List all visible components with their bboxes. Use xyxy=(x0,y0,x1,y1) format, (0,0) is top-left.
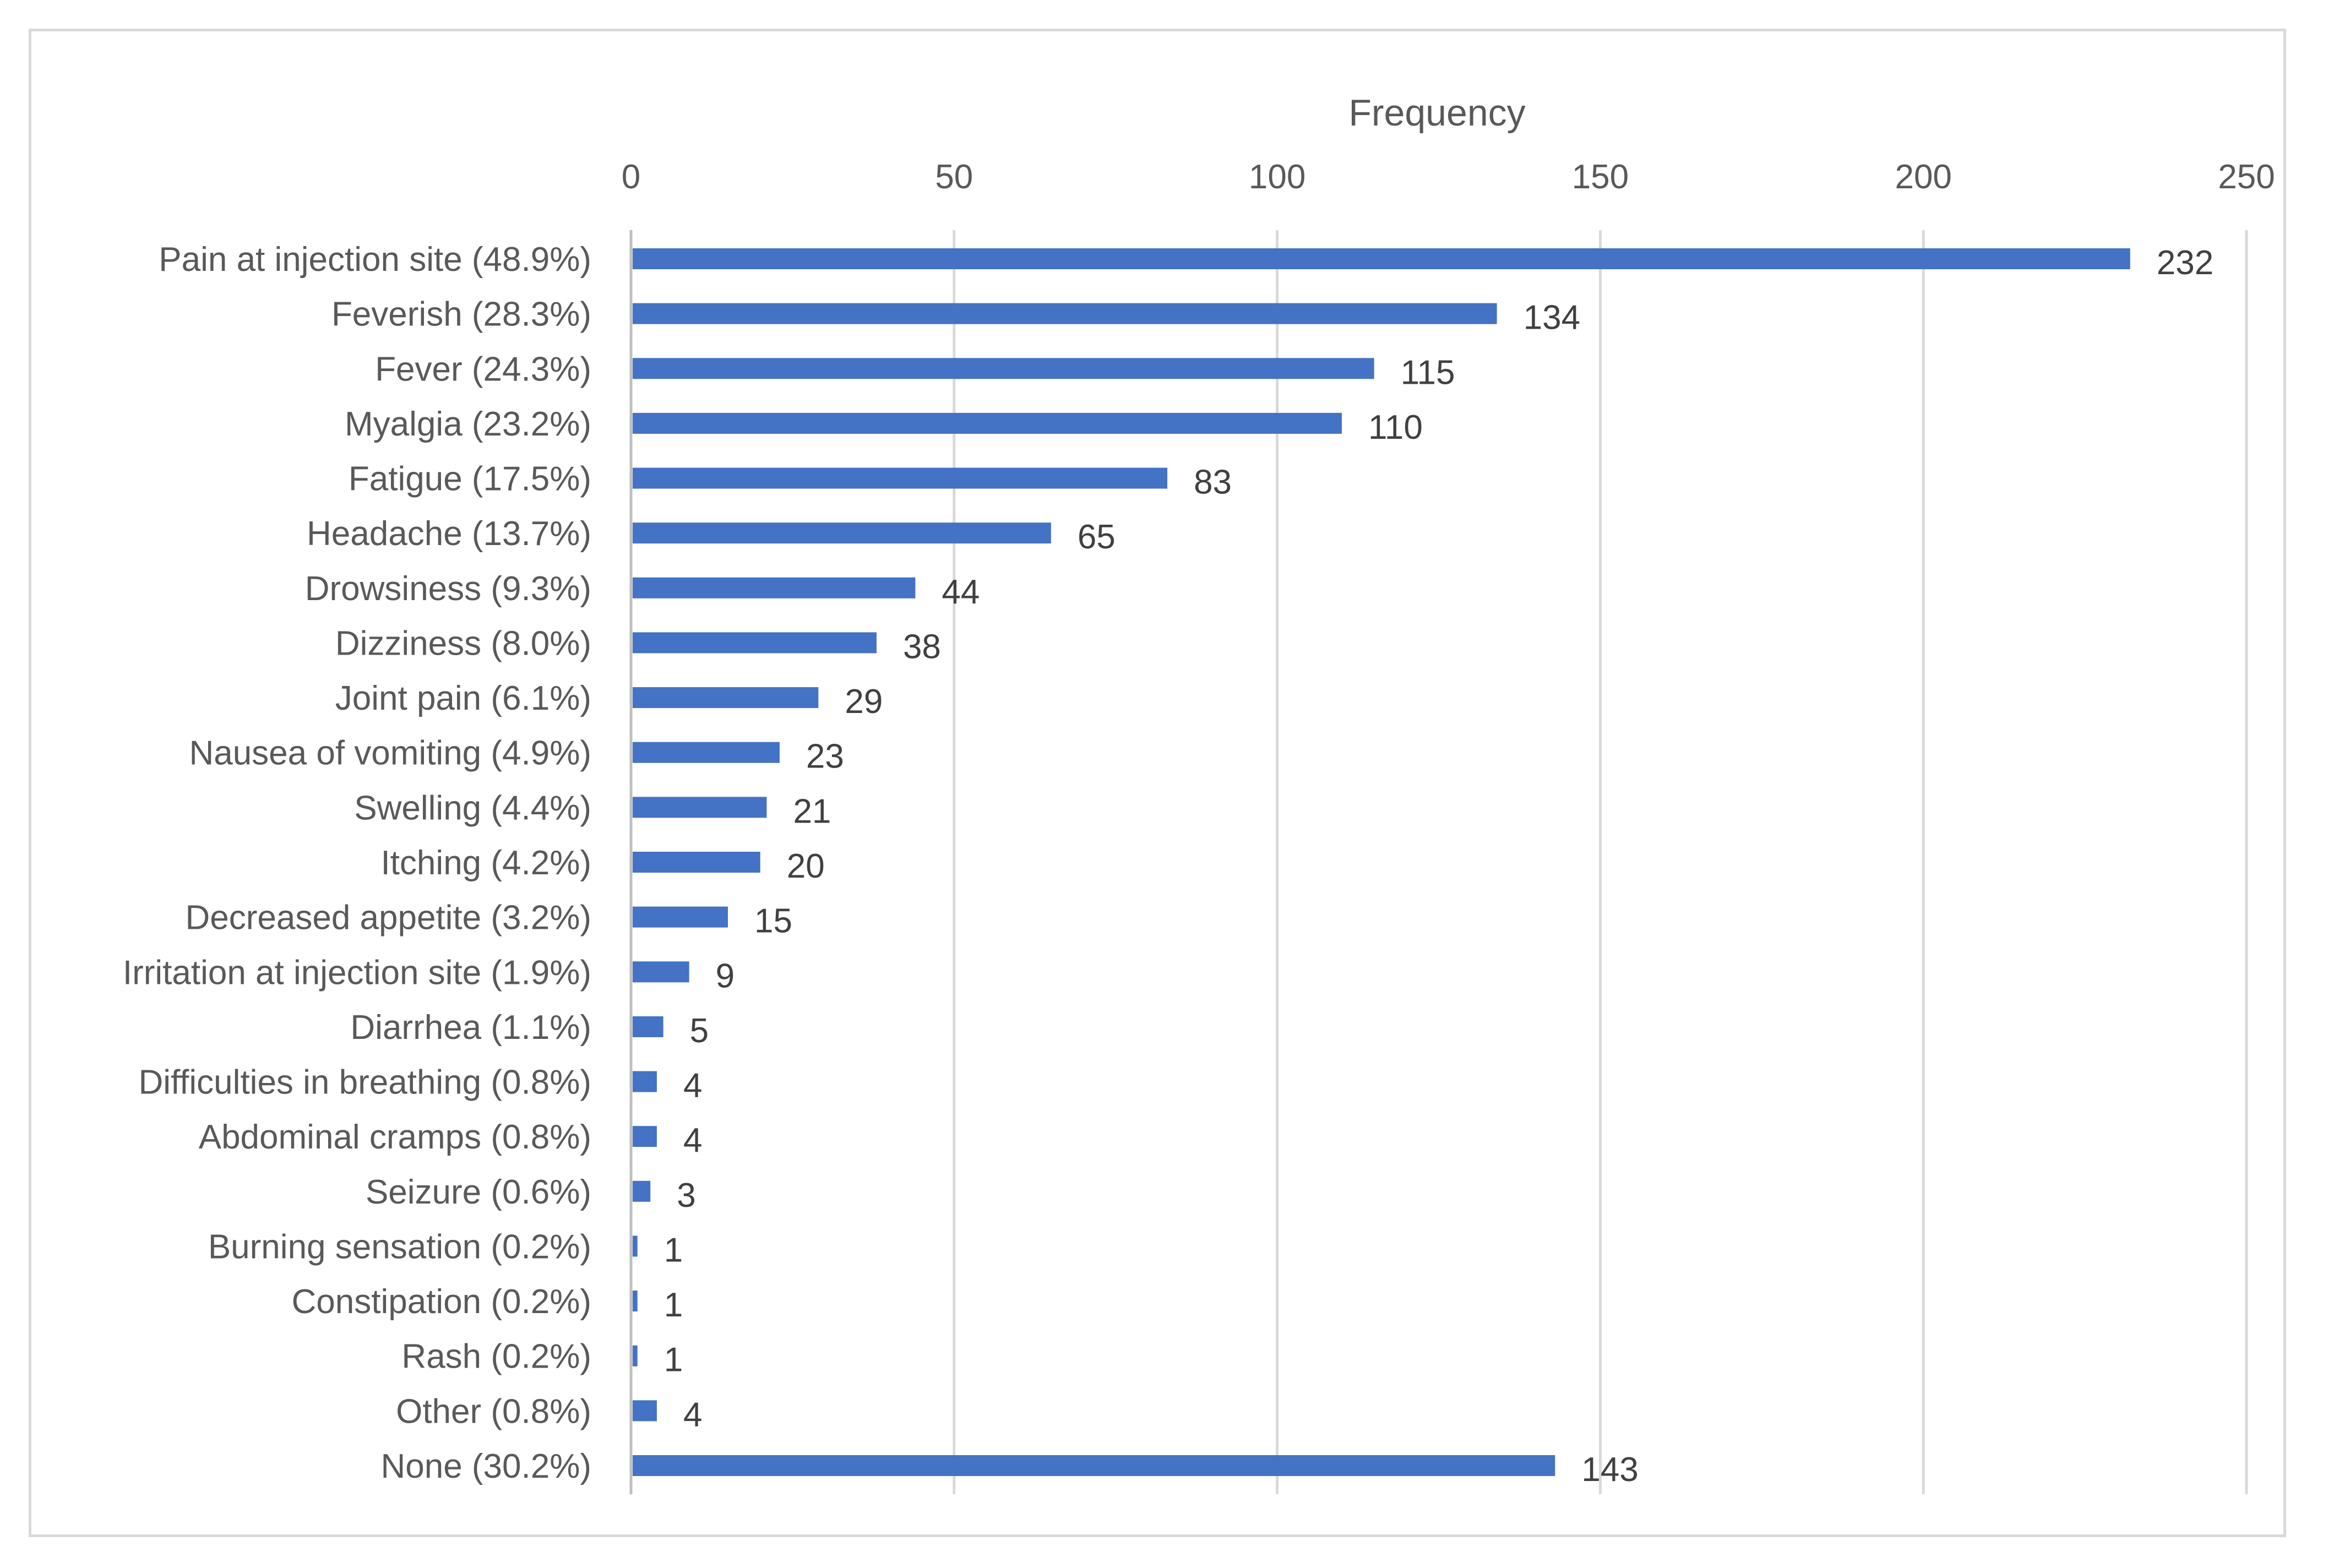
bar xyxy=(633,1016,663,1037)
category-label: Seizure (0.6%) xyxy=(366,1173,591,1211)
bar xyxy=(633,906,728,928)
category-label: Fever (24.3%) xyxy=(375,350,591,388)
x-tick-label: 150 xyxy=(1572,158,1629,196)
data-label: 20 xyxy=(787,847,825,885)
bar xyxy=(633,1400,657,1422)
bar xyxy=(633,742,780,763)
category-label: Rash (0.2%) xyxy=(401,1338,591,1376)
x-tick-label: 100 xyxy=(1249,158,1305,196)
data-label: 21 xyxy=(793,792,831,830)
data-label: 143 xyxy=(1581,1451,1638,1489)
gridlines xyxy=(629,230,2248,1494)
bar xyxy=(633,358,1374,379)
data-label: 1 xyxy=(664,1286,683,1324)
bar xyxy=(633,1235,638,1257)
x-tick-label: 250 xyxy=(2218,158,2275,196)
data-label: 9 xyxy=(716,957,735,995)
x-tick-label: 50 xyxy=(935,158,973,196)
data-label: 5 xyxy=(690,1012,709,1050)
category-label: Swelling (4.4%) xyxy=(354,789,591,827)
data-label: 4 xyxy=(683,1067,702,1105)
bar xyxy=(633,797,767,818)
bar xyxy=(633,1071,657,1092)
data-labels: 2321341151108365443829232120159544311141… xyxy=(664,244,2213,1489)
category-label: Nausea of vomiting (4.9%) xyxy=(189,734,591,772)
bar xyxy=(633,1455,1555,1476)
bar xyxy=(633,522,1051,544)
data-label: 134 xyxy=(1524,299,1580,337)
x-axis-title: Frequency xyxy=(1348,92,1525,134)
category-label: Decreased appetite (3.2%) xyxy=(185,899,591,937)
category-label: Drowsiness (9.3%) xyxy=(305,570,591,608)
category-label: Itching (4.2%) xyxy=(380,844,591,882)
category-label: Burning sensation (0.2%) xyxy=(208,1228,591,1266)
data-label: 4 xyxy=(683,1121,702,1159)
bar xyxy=(633,687,819,709)
data-label: 23 xyxy=(806,738,844,776)
bar xyxy=(633,1180,651,1202)
category-label: Irritation at injection site (1.9%) xyxy=(123,954,591,992)
data-label: 65 xyxy=(1078,518,1116,556)
category-label: Constipation (0.2%) xyxy=(292,1283,592,1321)
bar xyxy=(633,412,1342,434)
category-label: Abdominal cramps (0.8%) xyxy=(199,1118,591,1156)
category-label: Other (0.8%) xyxy=(396,1392,591,1430)
data-label: 232 xyxy=(2157,244,2213,282)
category-label: Diarrhea (1.1%) xyxy=(350,1009,591,1047)
bar xyxy=(633,961,689,983)
chart-area xyxy=(29,29,2286,1537)
category-label: Fatigue (17.5%) xyxy=(349,460,591,498)
bar xyxy=(633,303,1497,324)
data-label: 110 xyxy=(1368,409,1423,447)
category-label: Feverish (28.3%) xyxy=(331,296,591,334)
category-label: Myalgia (23.2%) xyxy=(345,405,591,443)
data-label: 1 xyxy=(664,1341,683,1379)
category-label: None (30.2%) xyxy=(380,1447,591,1485)
bar xyxy=(633,577,916,598)
bar xyxy=(633,1291,638,1312)
data-label: 38 xyxy=(903,628,941,666)
bar xyxy=(633,852,760,873)
x-tick-label: 200 xyxy=(1895,158,1951,196)
category-labels: Pain at injection site (48.9%) Feverish (… xyxy=(123,241,591,1485)
category-label: Pain at injection site (48.9%) xyxy=(159,241,591,279)
data-label: 15 xyxy=(754,902,792,940)
x-axis-ticks: 0 50 100 150 200 250 xyxy=(622,158,2275,196)
data-label: 3 xyxy=(677,1177,695,1215)
bar xyxy=(633,248,2130,269)
data-label: 83 xyxy=(1194,464,1232,502)
bars xyxy=(633,248,2130,1476)
x-tick-label: 0 xyxy=(622,158,640,196)
category-label: Joint pain (6.1%) xyxy=(335,679,591,717)
category-label: Dizziness (8.0%) xyxy=(335,624,591,662)
data-label: 29 xyxy=(845,683,883,721)
bar xyxy=(633,632,877,654)
data-label: 1 xyxy=(664,1231,683,1269)
bar xyxy=(633,467,1168,489)
bar xyxy=(633,1126,657,1147)
data-label: 44 xyxy=(942,573,980,611)
bar xyxy=(633,1345,638,1366)
data-label: 115 xyxy=(1401,353,1455,391)
category-label: Difficulties in breathing (0.8%) xyxy=(139,1064,591,1102)
category-label: Headache (13.7%) xyxy=(307,515,591,553)
data-label: 4 xyxy=(683,1396,702,1434)
